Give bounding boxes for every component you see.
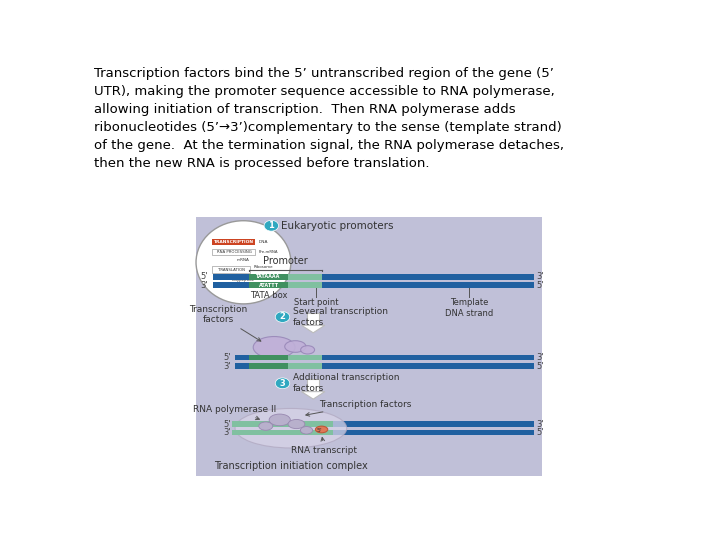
Bar <box>249 274 288 280</box>
Text: Several transcription
factors: Several transcription factors <box>292 307 387 327</box>
Text: Pre-mRNA: Pre-mRNA <box>259 250 279 254</box>
Text: 2: 2 <box>279 313 285 321</box>
Text: Template
DNA strand: Template DNA strand <box>445 298 494 318</box>
Text: 5': 5' <box>536 428 544 437</box>
Ellipse shape <box>253 336 295 358</box>
Text: 5': 5' <box>536 362 544 370</box>
Circle shape <box>275 312 289 322</box>
Text: 5': 5' <box>201 272 208 281</box>
Text: 5': 5' <box>223 420 230 429</box>
Text: 5': 5' <box>317 428 323 433</box>
Bar <box>233 421 333 427</box>
Bar <box>249 355 322 360</box>
FancyBboxPatch shape <box>212 239 255 245</box>
Text: Transcription factors: Transcription factors <box>306 400 411 416</box>
Text: TATA box: TATA box <box>250 291 287 300</box>
Bar <box>235 355 249 360</box>
Bar <box>233 430 235 435</box>
Text: Promoter: Promoter <box>263 256 307 266</box>
Circle shape <box>264 220 279 231</box>
Bar <box>322 355 534 360</box>
Text: ATATTT: ATATTT <box>258 282 279 288</box>
Bar <box>333 430 534 435</box>
Ellipse shape <box>301 346 315 354</box>
Bar <box>233 430 333 435</box>
Text: Transcription initiation complex: Transcription initiation complex <box>214 462 368 471</box>
Ellipse shape <box>284 341 306 352</box>
Text: TATAAAA: TATAAAA <box>256 274 281 279</box>
Text: 3': 3' <box>536 353 544 362</box>
Text: Start point: Start point <box>294 298 338 307</box>
Bar <box>307 313 320 325</box>
Text: Eukaryotic promoters: Eukaryotic promoters <box>282 221 394 231</box>
Bar <box>249 274 322 280</box>
Bar <box>233 421 235 427</box>
Text: RNA transcript: RNA transcript <box>292 437 357 455</box>
Bar <box>249 363 322 369</box>
Ellipse shape <box>288 420 305 429</box>
Text: Transcription factors bind the 5’ untranscribed region of the gene (5’
UTR), mak: Transcription factors bind the 5’ untran… <box>94 67 564 170</box>
Text: Additional transcription
factors: Additional transcription factors <box>292 373 399 393</box>
Text: 3': 3' <box>536 420 544 429</box>
Text: 3': 3' <box>223 362 230 370</box>
FancyBboxPatch shape <box>212 266 250 273</box>
Bar <box>322 274 534 280</box>
Text: 1: 1 <box>269 221 274 230</box>
Text: 3': 3' <box>536 272 544 281</box>
Bar <box>249 282 288 288</box>
Text: 3': 3' <box>223 428 230 437</box>
Text: 3': 3' <box>201 281 208 289</box>
Polygon shape <box>302 392 325 399</box>
Ellipse shape <box>258 422 273 430</box>
Ellipse shape <box>269 414 290 426</box>
Ellipse shape <box>235 408 347 448</box>
Ellipse shape <box>300 427 312 434</box>
Text: TRANSLATION: TRANSLATION <box>217 268 245 272</box>
Ellipse shape <box>315 426 328 433</box>
Text: DNA: DNA <box>259 240 269 244</box>
Text: Ribosome: Ribosome <box>253 265 273 269</box>
Bar <box>307 379 320 392</box>
Text: 5': 5' <box>223 353 230 362</box>
Bar <box>213 282 249 288</box>
Bar <box>196 217 542 476</box>
Text: RNA polymerase II: RNA polymerase II <box>193 405 276 420</box>
Text: 3: 3 <box>279 379 285 388</box>
Bar <box>235 363 249 369</box>
Bar <box>249 355 288 360</box>
Bar <box>249 282 322 288</box>
Text: 5': 5' <box>536 281 544 289</box>
Polygon shape <box>302 325 325 333</box>
Text: mRNA: mRNA <box>237 258 250 262</box>
Bar <box>322 363 534 369</box>
Bar <box>213 274 249 280</box>
Bar <box>322 282 534 288</box>
Bar <box>249 363 288 369</box>
Text: TRANSCRIPTION: TRANSCRIPTION <box>214 240 254 244</box>
Text: Transcription
factors: Transcription factors <box>189 305 261 341</box>
Text: RNA PROCESSING: RNA PROCESSING <box>217 250 251 254</box>
Text: Polypeptide: Polypeptide <box>232 278 255 282</box>
Ellipse shape <box>196 221 291 304</box>
FancyBboxPatch shape <box>212 248 255 255</box>
Bar <box>333 421 534 427</box>
Circle shape <box>275 378 289 389</box>
